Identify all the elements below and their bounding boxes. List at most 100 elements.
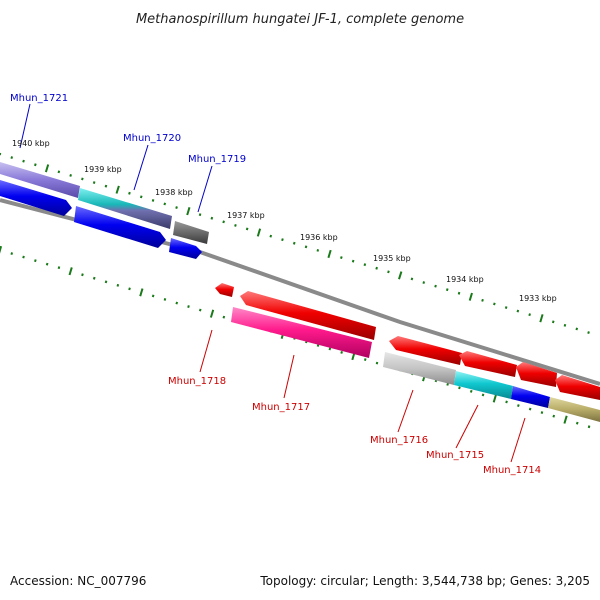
kbp-minor-tick bbox=[81, 177, 84, 181]
kbp-minor-tick bbox=[128, 287, 131, 291]
map-title: Methanospirillum hungatei JF-1, complete… bbox=[136, 12, 464, 27]
kbp-minor-tick bbox=[92, 181, 96, 184]
kbp-label: 1933 kbp bbox=[519, 294, 557, 303]
kbp-minor-tick bbox=[175, 301, 179, 305]
kbp-minor-tick bbox=[34, 163, 37, 167]
kbp-major-tick bbox=[256, 228, 262, 237]
kbp-minor-tick bbox=[469, 389, 473, 393]
kbp-minor-tick bbox=[446, 382, 449, 386]
genome-backbone bbox=[0, 198, 600, 386]
gene-mhun-1714[interactable] bbox=[511, 362, 557, 408]
gene-mhun-1720[interactable] bbox=[74, 188, 172, 248]
kbp-minor-tick bbox=[198, 213, 202, 217]
kbp-minor-tick bbox=[493, 302, 496, 306]
kbp-major-tick bbox=[0, 245, 3, 254]
kbp-minor-tick bbox=[116, 283, 120, 287]
kbp-minor-tick bbox=[517, 404, 520, 407]
gene-label-mhun-1721: Mhun_1721 bbox=[10, 93, 68, 104]
kbp-minor-tick bbox=[328, 347, 332, 351]
kbp-minor-tick bbox=[163, 298, 167, 301]
kbp-minor-tick bbox=[10, 156, 14, 159]
kbp-major-tick bbox=[539, 314, 544, 323]
kbp-minor-tick bbox=[69, 174, 72, 177]
kbp-minor-tick bbox=[516, 309, 520, 313]
kbp-minor-tick bbox=[528, 407, 532, 411]
kbp-minor-tick bbox=[151, 199, 155, 202]
kbp-minor-tick bbox=[104, 184, 108, 188]
kbp-minor-tick bbox=[281, 238, 284, 242]
kbp-minor-tick bbox=[175, 206, 178, 209]
kbp-minor-tick bbox=[387, 270, 390, 274]
kbp-label: 1936 kbp bbox=[300, 233, 338, 242]
kbp-minor-tick bbox=[445, 288, 449, 292]
gene-label-mhun-1719: Mhun_1719 bbox=[188, 154, 246, 165]
kbp-minor-tick bbox=[351, 259, 355, 263]
kbp-minor-tick bbox=[563, 323, 567, 327]
kbp-minor-tick bbox=[363, 358, 367, 361]
kbp-minor-tick bbox=[481, 393, 485, 397]
kbp-minor-tick bbox=[528, 313, 531, 317]
gene-mhun-1716[interactable] bbox=[383, 336, 462, 385]
kbp-label: 1934 kbp bbox=[446, 275, 484, 284]
kbp-minor-tick bbox=[505, 400, 508, 404]
gene-mhun-1719[interactable] bbox=[169, 221, 209, 259]
gene-label-mhun-1720: Mhun_1720 bbox=[123, 133, 181, 144]
kbp-major-tick bbox=[68, 267, 73, 276]
kbp-label: 1935 kbp bbox=[373, 254, 411, 263]
kbp-minor-tick bbox=[481, 298, 484, 302]
kbp-tick-track-outer bbox=[0, 152, 590, 334]
kbp-minor-tick bbox=[163, 202, 167, 206]
kbp-label: 1940 kbp bbox=[12, 139, 50, 148]
gene-neighbor-right[interactable] bbox=[548, 375, 600, 422]
kbp-minor-tick bbox=[198, 308, 202, 312]
kbp-minor-tick bbox=[457, 291, 461, 295]
gene-label-mhun-1716: Mhun_1716 bbox=[370, 435, 428, 446]
kbp-minor-tick bbox=[375, 266, 378, 270]
kbp-major-tick bbox=[492, 394, 497, 403]
kbp-minor-tick bbox=[22, 159, 25, 163]
kbp-minor-tick bbox=[575, 327, 579, 331]
kbp-label: 1938 kbp bbox=[155, 188, 193, 197]
kbp-minor-tick bbox=[410, 277, 414, 281]
gene-label-mhun-1718: Mhun_1718 bbox=[168, 376, 226, 387]
kbp-minor-tick bbox=[269, 234, 273, 238]
kbp-minor-tick bbox=[245, 227, 249, 231]
kbp-major-tick bbox=[327, 249, 332, 259]
kbp-minor-tick bbox=[504, 306, 508, 309]
topology-label: Topology: circular; Length: 3,544,738 bp… bbox=[260, 574, 590, 588]
kbp-major-tick bbox=[115, 185, 120, 194]
kbp-major-tick bbox=[139, 288, 144, 297]
kbp-major-tick bbox=[209, 309, 215, 318]
kbp-major-tick bbox=[398, 271, 403, 280]
kbp-minor-tick bbox=[587, 331, 590, 334]
kbp-minor-tick bbox=[363, 263, 367, 267]
kbp-minor-tick bbox=[587, 425, 591, 429]
kbp-label: 1939 kbp bbox=[84, 165, 122, 174]
kbp-minor-tick bbox=[104, 280, 108, 284]
kbp-major-tick bbox=[563, 415, 568, 424]
gene-mhun-1718[interactable] bbox=[215, 283, 234, 297]
kbp-minor-tick bbox=[340, 256, 343, 259]
kbp-minor-tick bbox=[292, 241, 296, 245]
kbp-minor-tick bbox=[210, 216, 214, 220]
gene-mhun-1721[interactable] bbox=[0, 162, 80, 216]
accession-label: Accession: NC_007796 bbox=[10, 574, 147, 588]
kbp-minor-tick bbox=[340, 351, 343, 354]
kbp-minor-tick bbox=[551, 320, 555, 324]
gene-label-mhun-1715: Mhun_1715 bbox=[426, 450, 484, 461]
gene-mhun-1717[interactable] bbox=[231, 291, 376, 358]
kbp-minor-tick bbox=[151, 294, 155, 298]
kbp-minor-tick bbox=[34, 259, 37, 263]
gene-mhun-1715[interactable] bbox=[454, 351, 517, 399]
gene-label-mhun-1714: Mhun_1714 bbox=[483, 465, 541, 476]
kbp-minor-tick bbox=[139, 195, 143, 199]
kbp-minor-tick bbox=[575, 421, 579, 425]
kbp-minor-tick bbox=[304, 245, 308, 249]
kbp-minor-tick bbox=[22, 255, 25, 259]
kbp-minor-tick bbox=[222, 220, 225, 224]
kbp-minor-tick bbox=[316, 249, 320, 252]
kbp-minor-tick bbox=[92, 276, 96, 280]
kbp-minor-tick bbox=[234, 224, 237, 227]
kbp-minor-tick bbox=[458, 386, 461, 390]
